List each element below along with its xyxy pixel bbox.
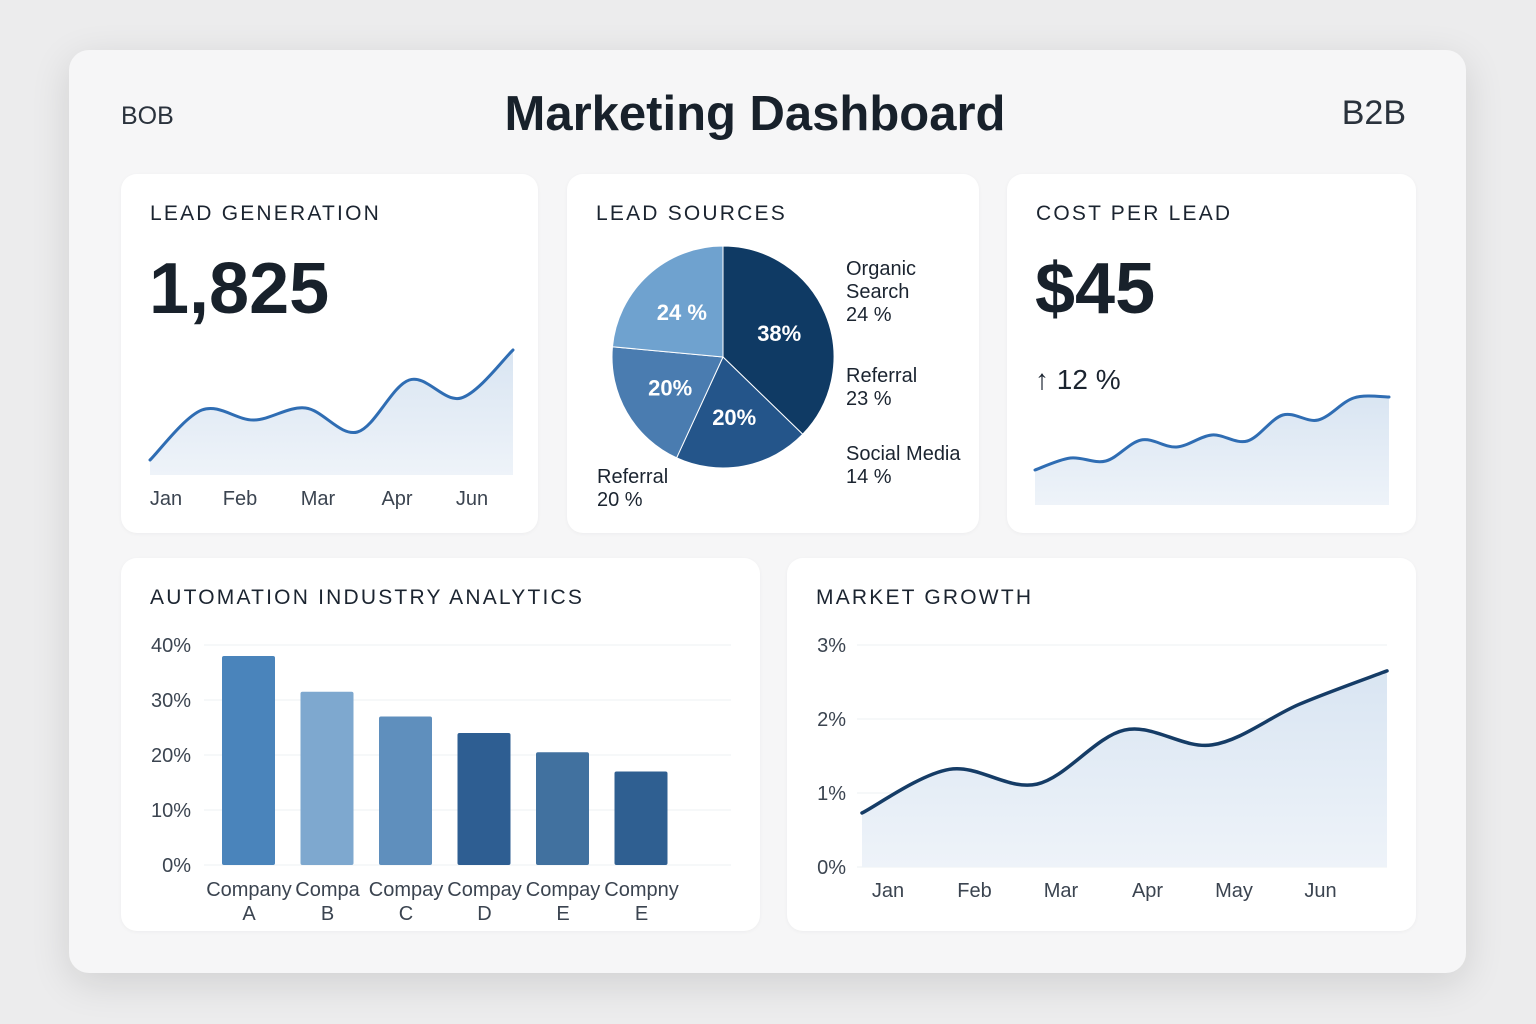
x-tick-label: Jan: [872, 880, 904, 902]
x-tick-label: E: [635, 903, 648, 925]
pie-slice: [675, 356, 804, 469]
cost-per-lead-card: COST PER LEAD $45 ↑ 12 %: [1007, 174, 1416, 533]
x-tick-label: Compa: [295, 879, 360, 901]
pie-slice: [722, 245, 835, 435]
x-tick-label: Mar: [1044, 880, 1079, 902]
legend-item: Referral 23 %: [846, 365, 918, 410]
x-tick-label: B: [321, 903, 334, 925]
slice-label: 24 %: [657, 300, 707, 325]
x-tick-label: C: [399, 903, 413, 925]
brand-label: BOB: [121, 102, 174, 130]
x-tick-label: Mar: [301, 488, 336, 510]
area-fill: [150, 350, 513, 475]
slice-label: 20%: [712, 405, 756, 430]
lead-generation-sparkline: Jan Feb Mar Apr Jun: [148, 348, 515, 510]
y-tick-label: 3%: [817, 635, 846, 657]
series-line: [1033, 394, 1391, 472]
y-tick-label: 0%: [817, 857, 846, 879]
x-tick-label: Feb: [223, 488, 257, 510]
lead-generation-card: LEAD GENERATION 1,825 Jan Feb Mar Apr Jun: [121, 174, 538, 533]
bar: [536, 752, 589, 865]
line-chart: 0% 1% 2% 3% Jan Feb Mar Apr May Jun: [817, 635, 1389, 902]
lead-count: 1,825: [149, 249, 330, 329]
x-tick-label: Company: [206, 879, 292, 901]
area-fill: [862, 670, 1387, 867]
bar: [379, 716, 432, 865]
segment-label: B2B: [1341, 94, 1406, 132]
card-title: MARKET GROWTH: [816, 586, 1034, 609]
cost-per-lead-sparkline: [1033, 394, 1391, 505]
x-tick-label: Compay: [526, 879, 600, 901]
x-tick-label: Feb: [957, 880, 991, 902]
x-tick-label: E: [556, 903, 569, 925]
y-tick-label: 1%: [817, 783, 846, 805]
y-tick-label: 0%: [162, 855, 191, 877]
y-tick-label: 30%: [151, 690, 191, 712]
legend-item: Social Media 14 %: [846, 443, 961, 488]
bar: [300, 691, 354, 865]
bar: [222, 656, 275, 865]
x-tick-label: Compny: [604, 879, 678, 901]
change-indicator: ↑ 12 %: [1035, 364, 1121, 395]
x-tick-label: Jun: [1304, 880, 1336, 902]
automation-analytics-card: AUTOMATION INDUSTRY ANALYTICS 0% 10% 20% 30…: [121, 558, 760, 931]
cost-value: $45: [1035, 249, 1156, 329]
y-tick-label: 40%: [151, 635, 191, 657]
card-title: AUTOMATION INDUSTRY ANALYTICS: [150, 586, 585, 609]
slice-label: 38%: [757, 321, 801, 346]
bar-chart: 0%10%20%30%40%CompanyACompaBCompayCCompa…: [151, 635, 731, 925]
bar: [614, 771, 668, 865]
page-title: Marketing Dashboard: [504, 87, 1006, 141]
y-tick-label: 20%: [151, 745, 191, 767]
card-title: LEAD SOURCES: [596, 202, 787, 225]
pie-slice: [611, 245, 724, 358]
series-line: [148, 348, 515, 462]
x-tick-label: D: [477, 903, 491, 925]
x-tick-label: May: [1215, 880, 1253, 902]
arrow-up-icon: ↑: [1035, 364, 1049, 395]
card-title: COST PER LEAD: [1036, 202, 1233, 225]
area-fill: [1035, 396, 1389, 505]
legend-item: Organic Search 24 %: [846, 258, 917, 326]
y-tick-label: 10%: [151, 800, 191, 822]
lead-sources-pie: 38% 20% 20% 24 %: [611, 245, 835, 469]
series-line: [860, 669, 1389, 815]
x-tick-label: A: [242, 903, 256, 925]
lead-sources-card: LEAD SOURCES 38% 20% 20% 24 % Organic Search…: [567, 174, 979, 533]
x-tick-label: Apr: [381, 488, 412, 510]
legend-item: Referral 20 %: [597, 466, 669, 511]
bar: [457, 733, 511, 865]
card-title: LEAD GENERATION: [150, 202, 381, 225]
x-tick-label: Jun: [456, 488, 488, 510]
y-tick-label: 2%: [817, 709, 846, 731]
x-tick-label: Compay: [447, 879, 521, 901]
x-tick-label: Apr: [1132, 880, 1163, 902]
x-tick-label: Compay: [369, 879, 443, 901]
slice-label: 20%: [648, 376, 692, 401]
x-tick-label: Jan: [150, 488, 182, 510]
pie-slice: [611, 346, 724, 459]
market-growth-card: MARKET GROWTH 0% 1% 2% 3% Jan Feb Mar Apr May Jun: [787, 558, 1416, 931]
